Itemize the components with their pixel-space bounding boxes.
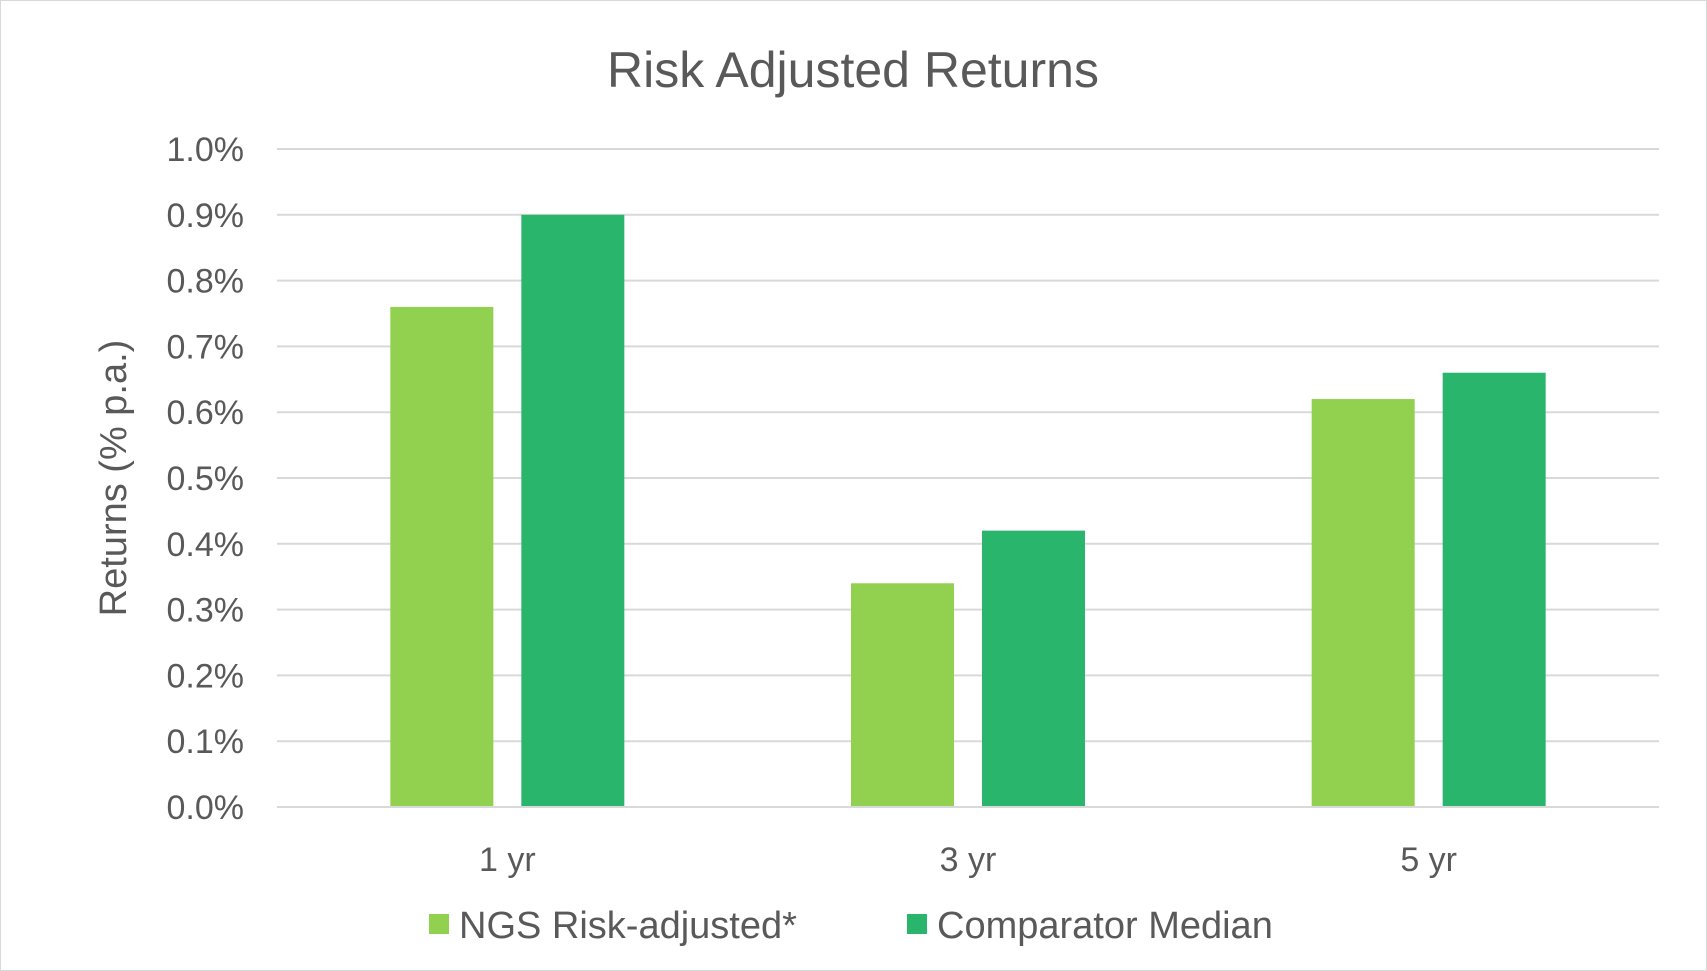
bar-ngs-risk-adjusted-2 xyxy=(1311,399,1415,807)
y-tick-label: 0.7% xyxy=(167,328,245,366)
bar-comparator-median-0 xyxy=(521,214,625,808)
x-tick-label: 1 yr xyxy=(479,841,536,879)
gridlines xyxy=(277,148,1659,808)
y-tick-label: 0.6% xyxy=(167,394,245,432)
y-tick-label: 0.1% xyxy=(167,723,245,761)
y-tick-label: 0.5% xyxy=(167,460,245,498)
bars xyxy=(277,214,1659,808)
legend-label: Comparator Median xyxy=(937,905,1273,947)
y-tick-label: 0.4% xyxy=(167,526,245,564)
bar-ngs-risk-adjusted-1 xyxy=(851,583,954,807)
legend-swatch xyxy=(907,914,927,934)
bar-ngs-risk-adjusted-0 xyxy=(390,306,494,807)
y-axis-label: Returns (% p.a.) xyxy=(93,340,135,617)
legend-label: NGS Risk-adjusted* xyxy=(459,905,797,947)
x-tick-label: 3 yr xyxy=(940,841,997,879)
bar-comparator-median-1 xyxy=(982,530,1085,807)
y-tick-label: 1.0% xyxy=(167,131,245,169)
y-tick-label: 0.0% xyxy=(167,789,245,827)
y-axis-ticks: 0.0% 0.1% 0.2% 0.3% 0.4% 0.5% 0.6% 0.7% 0.8% 0.9%… xyxy=(167,131,245,827)
legend-swatch xyxy=(429,914,449,934)
bar-comparator-median-2 xyxy=(1442,372,1546,807)
y-tick-label: 0.3% xyxy=(167,592,245,630)
x-axis-ticks: 1 yr 3 yr 5 yr xyxy=(479,841,1457,879)
y-tick-label: 0.8% xyxy=(167,263,245,301)
y-tick-label: 0.2% xyxy=(167,657,245,695)
legend: NGS Risk-adjusted* Comparator Median xyxy=(429,905,1273,947)
y-tick-label: 0.9% xyxy=(167,197,245,235)
x-tick-label: 5 yr xyxy=(1400,841,1457,879)
chart-title: Risk Adjusted Returns xyxy=(607,42,1099,98)
